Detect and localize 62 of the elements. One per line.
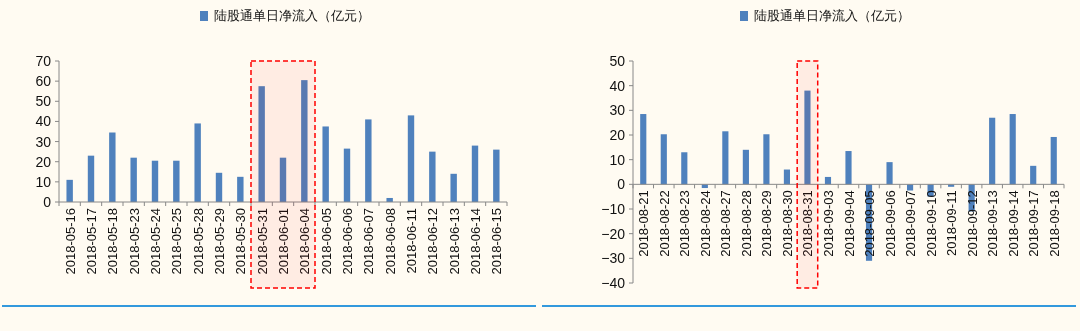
- x-tick-label: 2018-05-17: [84, 208, 99, 275]
- x-tick-label: 2018-05-25: [169, 208, 185, 275]
- x-tick-label: 2018-09-17: [1026, 190, 1042, 257]
- y-tick-label: −10: [601, 201, 626, 217]
- x-tick-label: 2018-06-08: [382, 208, 398, 275]
- x-tick-label: 2018-05-31: [254, 208, 270, 275]
- x-tick-label: 2018-06-07: [361, 208, 377, 275]
- y-tick-label: 10: [609, 151, 626, 168]
- x-tick-label: 2018-08-28: [738, 190, 754, 257]
- x-tick-label: 2018-06-04: [297, 208, 313, 275]
- y-tick-label: 40: [35, 113, 52, 130]
- x-tick-label: 2018-08-23: [677, 190, 693, 257]
- x-tick-label: 2018-05-28: [190, 208, 206, 275]
- x-tick-label: 2018-06-06: [340, 208, 355, 275]
- x-tick-label: 2018-08-22: [656, 190, 672, 257]
- y-tick-label: 30: [35, 133, 52, 150]
- x-tick-label: 2018-09-13: [985, 190, 1001, 257]
- y-tick-label: 50: [35, 93, 52, 110]
- x-tick-label: 2018-09-06: [882, 190, 898, 257]
- x-tick-label: 2018-08-21: [636, 190, 652, 257]
- x-tick-label: 2018-09-14: [1005, 190, 1021, 257]
- x-tick-label: 2018-08-27: [718, 190, 734, 257]
- x-tick-label: 2018-09-04: [841, 190, 857, 257]
- y-tick-label: 10: [35, 173, 52, 190]
- x-tick-label: 2018-09-10: [923, 190, 939, 257]
- x-tick-label: 2018-05-24: [148, 208, 163, 275]
- y-tick-label: 0: [617, 176, 626, 193]
- x-tick-label: 2018-05-23: [126, 208, 142, 275]
- x-tick-label: 2018-06-11: [404, 208, 419, 274]
- x-tick-label: 2018-05-16: [62, 208, 78, 275]
- y-tick-label: −30: [601, 250, 626, 267]
- y-tick-label: −20: [601, 225, 626, 242]
- y-tick-label: −40: [601, 275, 626, 291]
- y-tick-label: 20: [35, 153, 52, 170]
- x-tick-label: 2018-06-15: [489, 208, 505, 275]
- x-tick-label: 2018-06-14: [468, 208, 483, 275]
- x-tick-label: 2018-05-30: [233, 208, 249, 275]
- x-tick-label: 2018-09-11: [944, 190, 960, 256]
- y-tick-label: 60: [35, 73, 52, 90]
- x-tick-label: 2018-05-18: [105, 208, 121, 275]
- x-tick-label: 2018-08-31: [800, 190, 816, 257]
- y-tick-label: 20: [609, 127, 626, 143]
- y-tick-label: 0: [43, 194, 52, 210]
- y-tick-label: 70: [35, 53, 52, 69]
- x-tick-label: 2018-09-12: [964, 190, 980, 257]
- x-tick-label: 2018-09-05: [862, 190, 878, 257]
- legend-label: 陆股通单日净流入（亿元）: [214, 8, 370, 23]
- x-tick-label: 2018-06-13: [446, 208, 462, 275]
- x-tick-label: 2018-09-18: [1046, 190, 1062, 257]
- x-tick-label: 2018-08-24: [697, 190, 713, 257]
- y-tick-label: 50: [609, 53, 626, 69]
- x-tick-label: 2018-06-05: [318, 208, 334, 275]
- x-tick-label: 2018-08-29: [759, 190, 775, 257]
- x-tick-label: 2018-09-07: [903, 190, 919, 257]
- legend-label: 陆股通单日净流入（亿元）: [754, 8, 910, 23]
- x-tick-label: 2018-08-30: [779, 190, 795, 257]
- x-tick-label: 2018-06-12: [425, 208, 441, 275]
- x-tick-label: 2018-06-01: [276, 208, 291, 275]
- x-tick-label: 2018-09-03: [820, 190, 836, 257]
- x-tick-label: 2018-05-29: [212, 208, 227, 275]
- y-tick-label: 40: [609, 77, 626, 94]
- y-tick-label: 30: [609, 102, 626, 119]
